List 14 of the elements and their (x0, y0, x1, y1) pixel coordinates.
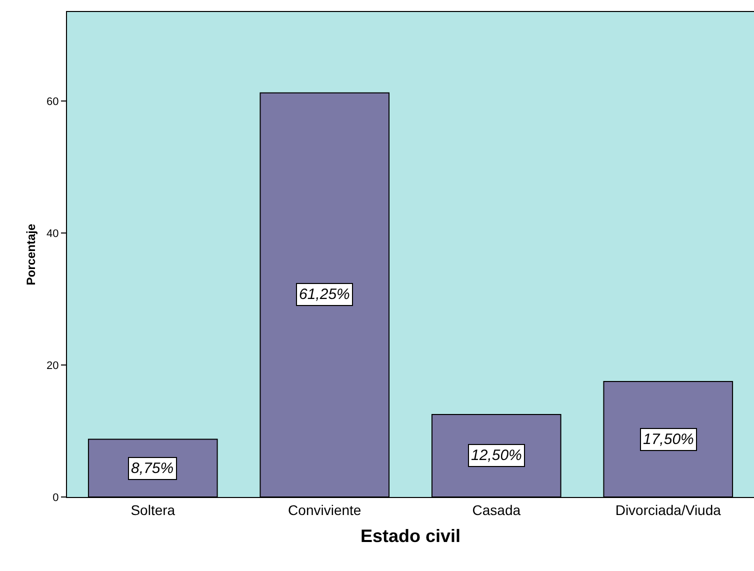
x-tick-label: Divorciada/Viuda (615, 502, 722, 518)
y-tick-label: 40 (46, 228, 59, 240)
data-label: 8,75% (131, 460, 174, 477)
data-label: 12,50% (471, 447, 522, 464)
y-tick-label: 60 (46, 96, 59, 108)
x-tick-label: Soltera (130, 502, 176, 518)
data-label: 61,25% (299, 286, 350, 303)
x-axis-title: Estado civil (360, 526, 461, 546)
x-tick-label: Conviviente (288, 502, 362, 518)
x-tick-label: Casada (472, 502, 521, 518)
y-axis-title: Porcentaje (24, 223, 38, 286)
data-label: 17,50% (643, 431, 694, 448)
y-tick-label: 20 (46, 360, 59, 372)
y-tick-label: 0 (52, 492, 59, 504)
